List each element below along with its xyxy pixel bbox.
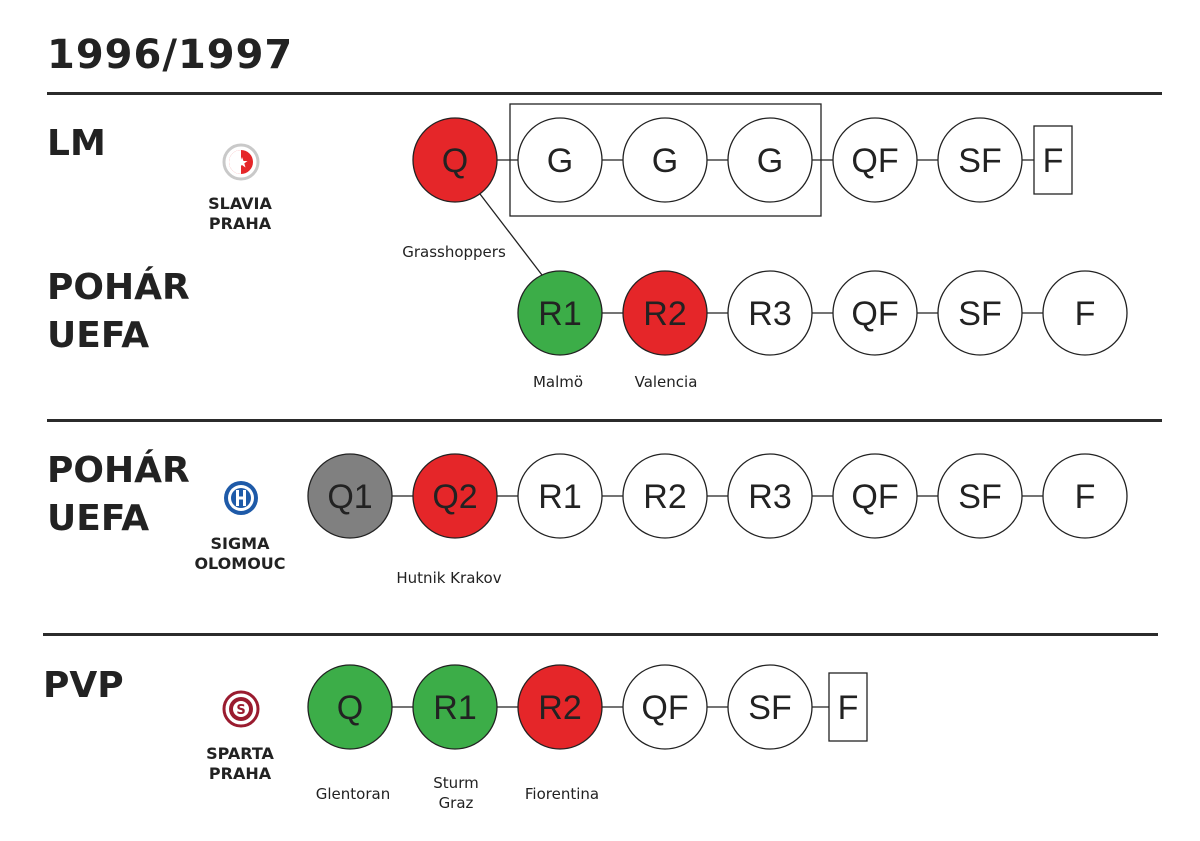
- lm-node-1-label: G: [547, 142, 573, 180]
- pvp-node-3-label: QF: [641, 689, 688, 727]
- opponent-fiorentina: Fiorentina: [524, 785, 600, 803]
- uefa2-node-6-label: SF: [958, 478, 1001, 516]
- uefa2-node-2-label: R1: [538, 478, 581, 516]
- pvp-node-2-label: R2: [538, 689, 581, 727]
- pvp-node-4-label: SF: [748, 689, 791, 727]
- pvp-node-3-shape: [622, 664, 708, 750]
- pvp-node-1-shape: [412, 664, 498, 750]
- competition-uefa-1-line1: POHÁR: [47, 267, 190, 308]
- uefa1-node-3-label: QF: [851, 295, 898, 333]
- uefa2-node-4-shape: [727, 453, 813, 539]
- uefa2-node-3-shape: [622, 453, 708, 539]
- club-slavia: SLAVIA PRAHA: [185, 194, 295, 234]
- uefa1-node-3-shape: [832, 270, 918, 356]
- opponent-malmo: Malmö: [532, 373, 584, 391]
- club-sigma-line1: SIGMA: [210, 534, 270, 553]
- club-sparta-line2: PRAHA: [208, 764, 272, 783]
- uefa2-node-1-label: Q2: [432, 478, 477, 516]
- lm-node-5-label: SF: [958, 142, 1001, 180]
- uefa1-node-4-shape: [937, 270, 1023, 356]
- uefa2-node-5-label: QF: [851, 478, 898, 516]
- opponent-hutnik-krakov: Hutnik Krakov: [396, 569, 502, 587]
- lm-to-uefa-connector: [479, 193, 543, 276]
- lm-node-2-shape: [622, 117, 708, 203]
- club-slavia-line1: SLAVIA: [208, 194, 272, 213]
- competition-lm: LM: [47, 123, 106, 164]
- pvp-node-0-shape: [307, 664, 393, 750]
- pvp-node-5-shape: [828, 672, 868, 742]
- lm-node-3-shape: [727, 117, 813, 203]
- lm-node-4-label: QF: [851, 142, 898, 180]
- lm-node-4-shape: [832, 117, 918, 203]
- opponent-glentoran: Glentoran: [315, 785, 391, 803]
- lm-node-0-shape: [412, 117, 498, 203]
- pvp-node-2-shape: [517, 664, 603, 750]
- uefa1-node-2-shape: [727, 270, 813, 356]
- divider-middle: [47, 419, 1162, 422]
- uefa1-node-4-label: SF: [958, 295, 1001, 333]
- uefa2-node-4-label: R3: [748, 478, 791, 516]
- competition-uefa-1-line2: UEFA: [47, 315, 150, 356]
- uefa2-node-2-shape: [517, 453, 603, 539]
- svg-text:S: S: [236, 703, 245, 718]
- pvp-node-1-label: R1: [433, 689, 476, 727]
- uefa1-node-5-label: F: [1075, 295, 1096, 333]
- pvp-node-4-shape: [727, 664, 813, 750]
- club-sparta-line1: SPARTA: [206, 744, 274, 763]
- club-sigma: SIGMA OLOMOUC: [185, 534, 295, 574]
- pvp-node-0-label: Q: [337, 689, 363, 727]
- competition-uefa-2-line2: UEFA: [47, 498, 150, 539]
- slavia-crest-icon: [222, 143, 260, 181]
- uefa1-node-0-label: R1: [538, 295, 581, 333]
- lm-node-3-label: G: [757, 142, 783, 180]
- uefa2-node-6-shape: [937, 453, 1023, 539]
- competition-uefa-2: POHÁR UEFA: [47, 447, 190, 543]
- club-slavia-line2: PRAHA: [208, 214, 272, 233]
- opponent-grasshoppers: Grasshoppers: [402, 243, 506, 261]
- uefa1-node-2-label: R3: [748, 295, 791, 333]
- uefa2-node-5-shape: [832, 453, 918, 539]
- sparta-crest-icon: S: [222, 690, 260, 728]
- uefa2-node-0-label: Q1: [327, 478, 372, 516]
- uefa2-node-3-label: R2: [643, 478, 686, 516]
- club-sigma-line2: OLOMOUC: [194, 554, 286, 573]
- page-title: 1996/1997: [47, 32, 294, 78]
- divider-bottom: [43, 633, 1158, 636]
- opponent-sturm-graz-line2: Graz: [438, 794, 474, 812]
- uefa1-node-1-label: R2: [643, 295, 686, 333]
- uefa1-node-5-shape: [1042, 270, 1128, 356]
- opponent-sturm-graz-line1: Sturm: [433, 774, 479, 792]
- opponent-valencia: Valencia: [634, 373, 698, 391]
- lm-node-5-shape: [937, 117, 1023, 203]
- opponent-sturm-graz: Sturm Graz: [386, 773, 526, 813]
- uefa1-node-0-shape: [517, 270, 603, 356]
- lm-node-6-shape: [1033, 125, 1073, 195]
- competition-uefa-2-line1: POHÁR: [47, 450, 190, 491]
- pvp-node-5-label: F: [838, 689, 859, 727]
- lm-node-0-label: Q: [442, 142, 468, 180]
- lm-node-6-label: F: [1043, 142, 1064, 180]
- uefa2-node-0-shape: [307, 453, 393, 539]
- competition-pvp: PVP: [43, 665, 124, 706]
- lm-node-2-label: G: [652, 142, 678, 180]
- uefa2-node-1-shape: [412, 453, 498, 539]
- uefa2-node-7-label: F: [1075, 478, 1096, 516]
- sigma-crest-icon: [224, 481, 258, 515]
- uefa2-node-7-shape: [1042, 453, 1128, 539]
- competition-uefa-1: POHÁR UEFA: [47, 264, 190, 360]
- club-sparta: SPARTA PRAHA: [185, 744, 295, 784]
- lm-node-1-shape: [517, 117, 603, 203]
- divider-top: [47, 92, 1162, 95]
- uefa1-node-1-shape: [622, 270, 708, 356]
